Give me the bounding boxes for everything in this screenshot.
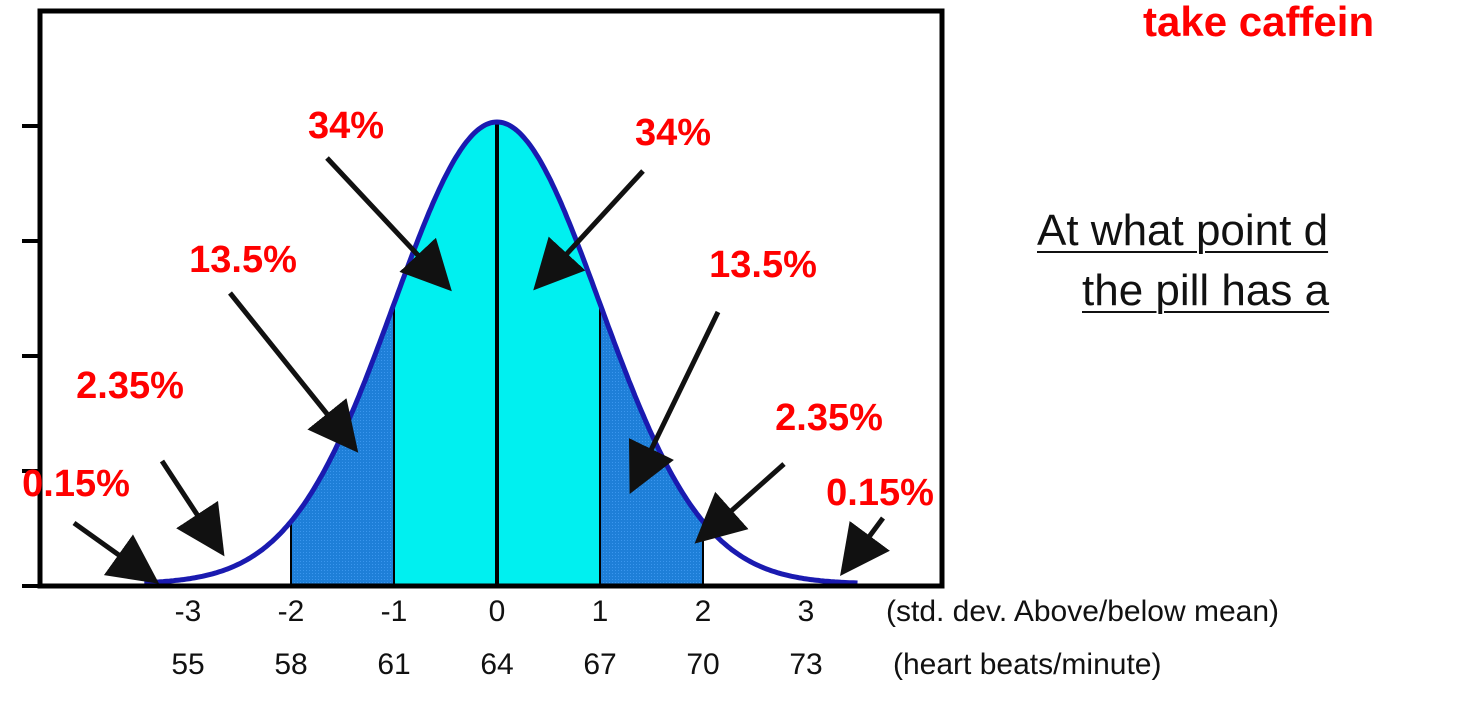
pct-label-3: 34% [635,112,711,154]
plot-frame [37,8,945,589]
tail-arrow-right [840,516,890,577]
x-ticks-bpm: 55 58 61 64 67 70 73 [171,648,822,681]
x-tick-std-0: -3 [175,595,202,628]
sd-divider-lines [290,122,704,584]
region-fill-3 [497,122,600,584]
region-fill-2 [394,122,497,584]
region-fill-5 [703,521,806,584]
pointer-arrows [72,156,890,584]
percentage-labels: 2.35% 13.5% 34% 34% 13.5% 2.35% 0.15% 0.15% [22,105,934,514]
pct-label-2: 34% [308,105,384,147]
region-fill-0 [188,521,291,584]
x-tick-std-1: -2 [278,595,305,628]
x-tick-std-3: 0 [489,595,506,628]
pointer-arrow-3 [533,169,645,291]
pct-label-1: 13.5% [189,239,297,281]
x-axis-caption-bpm: (heart beats/minute) [893,648,1161,681]
x-tick-bpm-1: 58 [274,648,307,681]
y-axis-ticks [22,124,40,588]
x-tick-std-6: 3 [798,595,815,628]
pct-label-0: 2.35% [76,365,184,407]
x-tick-bpm-0: 55 [171,648,204,681]
pct-label-5: 2.35% [775,397,883,439]
question-line-1: At what point d [1037,206,1329,255]
question-line-2: the pill has a [1082,266,1330,315]
x-tick-bpm-4: 67 [583,648,616,681]
x-tick-std-5: 2 [695,595,712,628]
pointer-arrow-5 [694,462,786,544]
x-tick-bpm-2: 61 [377,648,410,681]
x-ticks-std-dev: -3 -2 -1 0 1 2 3 [175,595,815,628]
pointer-arrow-2 [325,156,452,292]
pointer-arrow-1 [228,291,359,453]
x-tick-std-2: -1 [381,595,408,628]
tail-label-left: 0.15% [22,463,130,505]
pointer-arrow-0 [159,459,225,557]
x-tick-bpm-5: 70 [686,648,719,681]
x-tick-std-4: 1 [592,595,609,628]
tail-label-right: 0.15% [826,472,934,514]
x-axis-caption-std-dev: (std. dev. Above/below mean) [886,595,1279,628]
pointer-arrow-4 [628,310,721,494]
slide-title: take caffein [1143,0,1375,45]
pct-label-4: 13.5% [709,244,817,286]
x-tick-bpm-6: 73 [789,648,822,681]
tail-arrow-left [72,520,160,584]
x-tick-bpm-3: 64 [480,648,513,681]
bell-curve [144,119,858,586]
